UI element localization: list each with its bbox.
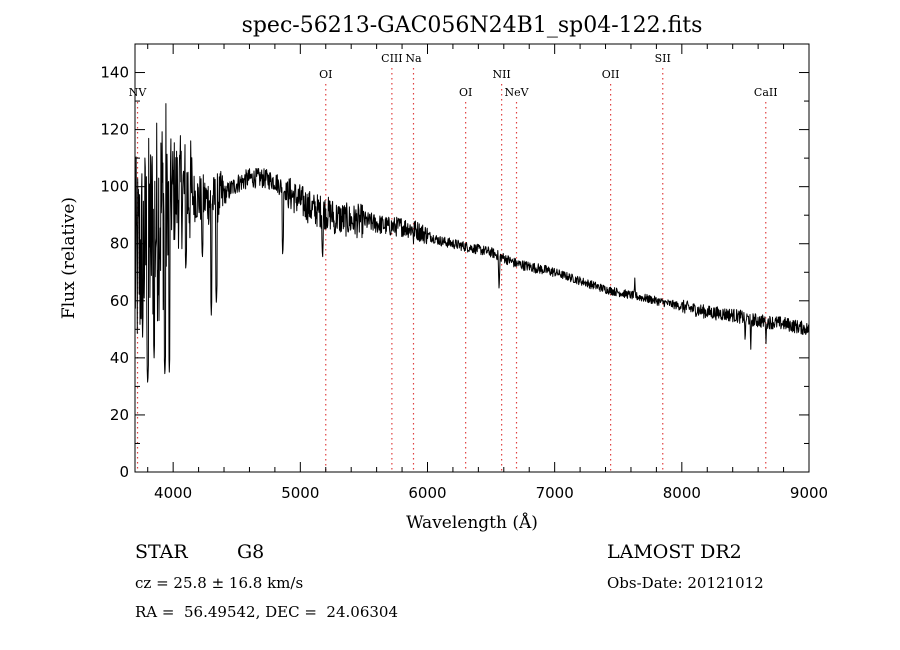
line-label-ciii: CIII bbox=[381, 52, 402, 65]
line-label-sii: SII bbox=[655, 52, 671, 65]
line-label-nev: NeV bbox=[504, 86, 529, 99]
x-tick-label: 6000 bbox=[408, 484, 446, 502]
line-label-nv: NV bbox=[129, 86, 148, 99]
y-tick-label: 40 bbox=[110, 349, 129, 367]
series-layer bbox=[134, 103, 810, 383]
line-label-caii: CaII bbox=[754, 86, 778, 99]
redshift-text: cz = 25.8 ± 16.8 km/s bbox=[135, 574, 304, 592]
y-tick-label: 120 bbox=[100, 121, 129, 139]
line-label-oii: OII bbox=[602, 68, 620, 81]
y-tick-label: 80 bbox=[110, 235, 129, 253]
object-class: STAR bbox=[135, 541, 188, 563]
y-tick-label: 100 bbox=[100, 178, 129, 196]
y-tick-label: 20 bbox=[110, 406, 129, 424]
spectral-subclass: G8 bbox=[237, 541, 265, 563]
x-tick-label: 5000 bbox=[281, 484, 319, 502]
line-label-nii: NII bbox=[492, 68, 510, 81]
y-tick-label: 140 bbox=[100, 64, 129, 82]
x-tick-label: 8000 bbox=[663, 484, 701, 502]
x-tick-label: 9000 bbox=[790, 484, 828, 502]
x-tick-label: 7000 bbox=[536, 484, 574, 502]
line-label-oi: OI bbox=[319, 68, 332, 81]
line-label-oi: OI bbox=[459, 86, 472, 99]
spectrum-line bbox=[134, 103, 810, 383]
chart-title: spec-56213-GAC056N24B1_sp04-122.fits bbox=[242, 13, 703, 38]
x-tick-label: 4000 bbox=[154, 484, 192, 502]
plot-frame bbox=[134, 43, 810, 473]
y-tick-label: 60 bbox=[110, 292, 129, 310]
y-axis: 0 20 40 60 80 100 120 140 bbox=[100, 64, 809, 481]
x-axis: 4000 5000 6000 7000 8000 9000 bbox=[147, 44, 828, 502]
obs-date: Obs-Date: 20121012 bbox=[607, 574, 764, 592]
x-axis-label: Wavelength (Å) bbox=[406, 512, 538, 533]
line-label-na: Na bbox=[405, 52, 422, 65]
coordinates-text: RA = 56.49542, DEC = 24.06304 bbox=[135, 603, 399, 621]
line-markers: NV OI CIII Na OI NII NeV OII SII CaII bbox=[129, 52, 778, 472]
survey-name: LAMOST DR2 bbox=[607, 541, 742, 563]
y-tick-label: 0 bbox=[119, 463, 129, 481]
y-axis-label: Flux (relative) bbox=[59, 197, 79, 319]
